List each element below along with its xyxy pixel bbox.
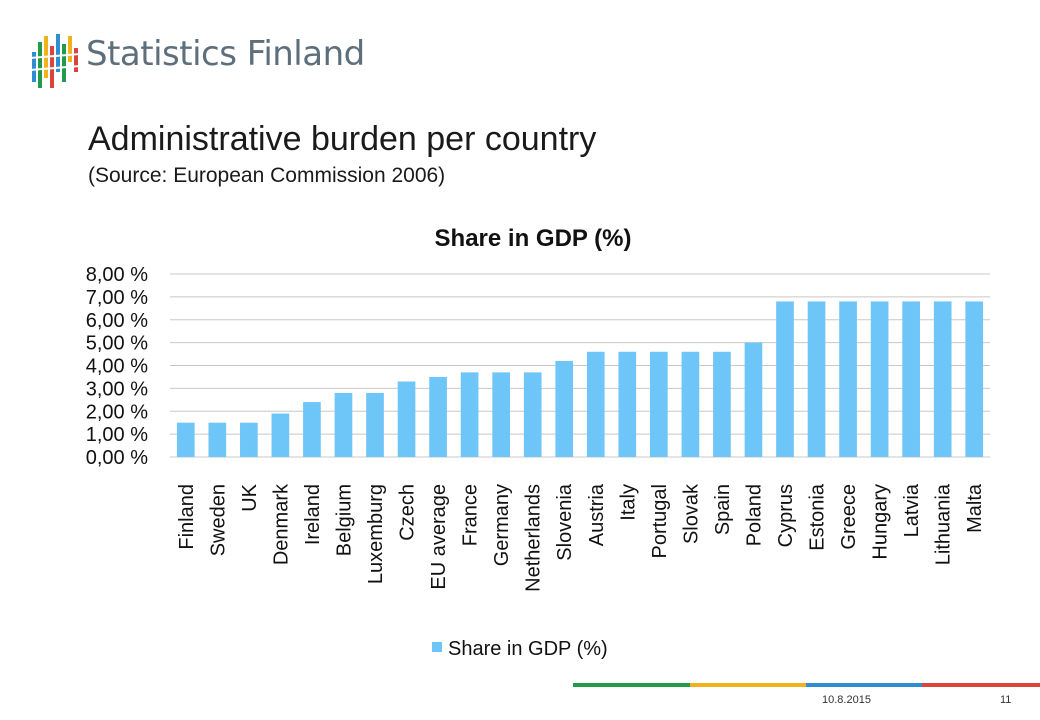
bar bbox=[965, 301, 984, 457]
statistics-finland-logo-icon bbox=[30, 34, 81, 88]
y-tick-label: 8,00 % bbox=[86, 264, 148, 286]
x-tick-label: Germany bbox=[491, 484, 513, 566]
bar bbox=[492, 372, 510, 457]
bar bbox=[334, 392, 353, 457]
y-tick-label: 4,00 % bbox=[86, 356, 148, 378]
chart-title: Share in GDP (%) bbox=[435, 225, 632, 252]
x-tick-label: Austria bbox=[586, 483, 608, 546]
x-tick-label: Spain bbox=[712, 484, 734, 535]
bar-chart: Share in GDP (%) 0,00 %1,00 %2,00 %3,00 … bbox=[86, 225, 990, 660]
bar bbox=[807, 301, 826, 457]
x-tick-label: Poland bbox=[743, 484, 765, 546]
footer-line-red bbox=[922, 683, 1040, 687]
bar bbox=[650, 351, 668, 457]
bar bbox=[303, 402, 321, 457]
bar bbox=[429, 376, 447, 457]
bar bbox=[586, 351, 605, 457]
footer-line-yellow bbox=[690, 683, 806, 687]
legend-swatch bbox=[432, 642, 442, 652]
x-axis-labels: Finland Sweden UK Denmark Ireland Belgium Luxe… bbox=[176, 483, 986, 592]
bar bbox=[397, 381, 416, 457]
bar bbox=[713, 351, 731, 457]
legend-label: Share in GDP (%) bbox=[448, 638, 608, 660]
x-tick-label: Netherlands bbox=[523, 484, 545, 592]
bar bbox=[208, 422, 227, 457]
slide-subtitle: (Source: European Commission 2006) bbox=[88, 164, 446, 187]
y-axis-labels: 0,00 %1,00 %2,00 %3,00 %4,00 %5,00 %6,00… bbox=[86, 264, 148, 469]
footer-date: 10.8.2015 bbox=[822, 694, 871, 706]
x-tick-label: UK bbox=[239, 483, 261, 511]
x-tick-label: Malta bbox=[964, 483, 986, 533]
x-tick-label: Slovenia bbox=[554, 483, 576, 561]
bar bbox=[460, 372, 479, 457]
brand-name: Statistics Finland bbox=[86, 34, 365, 74]
x-tick-label: Latvia bbox=[901, 483, 923, 537]
slide-title: Administrative burden per country bbox=[88, 120, 597, 158]
bar bbox=[618, 351, 637, 457]
x-tick-label: Ireland bbox=[302, 484, 324, 545]
x-tick-label: Sweden bbox=[207, 484, 229, 556]
bar bbox=[240, 422, 258, 457]
footer-line-blue bbox=[806, 683, 922, 687]
x-tick-label: Belgium bbox=[333, 484, 355, 556]
bar bbox=[744, 342, 763, 457]
x-tick-label: Estonia bbox=[807, 483, 829, 551]
bar bbox=[271, 413, 290, 457]
bar bbox=[776, 301, 794, 457]
bar bbox=[902, 301, 920, 457]
y-tick-label: 1,00 % bbox=[86, 424, 148, 446]
page-number: 11 bbox=[1000, 694, 1012, 706]
x-tick-label: Portugal bbox=[649, 484, 671, 559]
y-tick-label: 6,00 % bbox=[86, 310, 148, 332]
bar bbox=[366, 392, 384, 457]
y-tick-label: 2,00 % bbox=[86, 401, 148, 423]
bar bbox=[523, 372, 542, 457]
x-tick-label: Hungary bbox=[870, 484, 892, 560]
bar bbox=[839, 301, 857, 457]
bars bbox=[176, 301, 984, 457]
x-tick-label: EU average bbox=[428, 484, 450, 590]
bar bbox=[933, 301, 952, 457]
x-tick-label: Slovak bbox=[680, 483, 702, 544]
bar bbox=[555, 360, 574, 457]
bar bbox=[681, 351, 700, 457]
y-tick-label: 3,00 % bbox=[86, 378, 148, 400]
x-tick-label: Luxemburg bbox=[365, 484, 387, 584]
bar bbox=[870, 301, 889, 457]
bar bbox=[176, 422, 195, 457]
x-tick-label: Lithuania bbox=[933, 483, 955, 565]
x-tick-label: Italy bbox=[617, 484, 639, 521]
y-tick-label: 7,00 % bbox=[86, 287, 148, 309]
x-tick-label: Czech bbox=[397, 484, 419, 541]
y-tick-label: 0,00 % bbox=[86, 447, 148, 469]
x-tick-label: Denmark bbox=[270, 483, 292, 565]
x-tick-label: Greece bbox=[838, 484, 860, 550]
x-tick-label: Finland bbox=[176, 484, 198, 550]
footer-line-green bbox=[573, 683, 690, 687]
x-tick-label: Cyprus bbox=[775, 484, 797, 547]
x-tick-label: France bbox=[460, 484, 482, 546]
y-tick-label: 5,00 % bbox=[86, 333, 148, 355]
